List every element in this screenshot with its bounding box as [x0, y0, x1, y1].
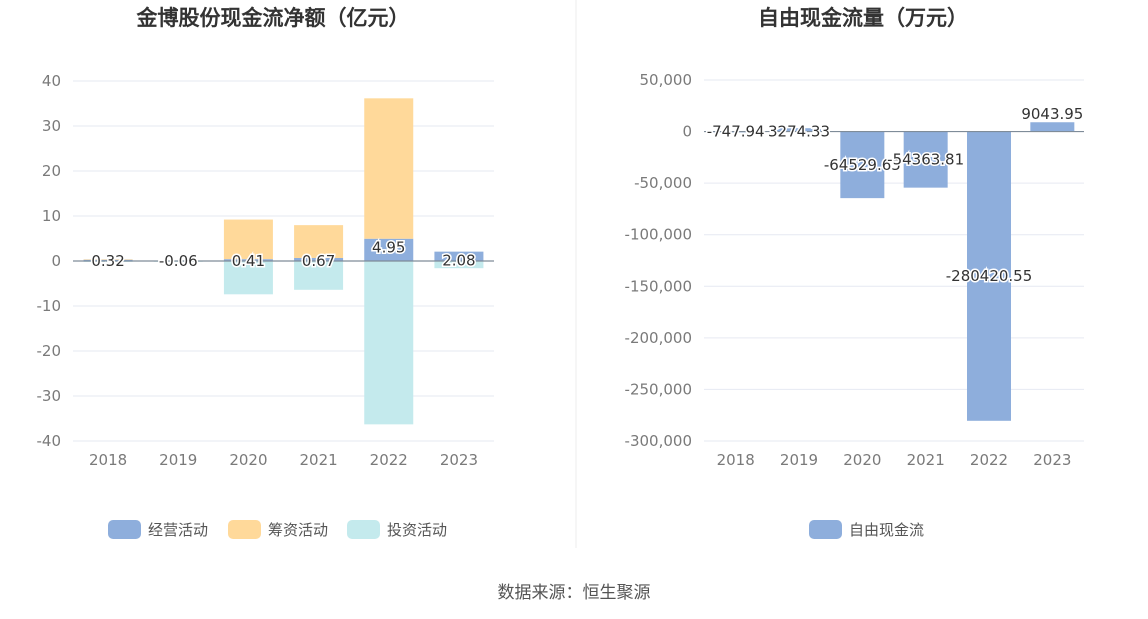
- x-tick-label: 2023: [440, 451, 478, 469]
- legend-item[interactable]: 投资活动: [347, 520, 447, 539]
- y-tick-label: -50,000: [634, 174, 692, 192]
- y-tick-label: -40: [37, 432, 62, 450]
- bar-financing: [83, 259, 133, 260]
- legend-item[interactable]: 自由现金流: [809, 520, 924, 539]
- legend-item[interactable]: 经营活动: [108, 520, 208, 539]
- y-tick-label: -250,000: [625, 380, 692, 398]
- data-label: 9043.95: [1021, 105, 1083, 123]
- y-tick-label: -300,000: [625, 432, 692, 450]
- bar-investing: [294, 261, 344, 290]
- x-tick-label: 2023: [1033, 451, 1071, 469]
- cash-flow-chart: 金博股份现金流净额（亿元） 40 30 20 10 0 -10 -20 -30 -40 2018 20…: [37, 6, 494, 539]
- y-tick-label: -150,000: [625, 277, 692, 295]
- y-tick-label: -30: [37, 387, 62, 405]
- bar-financing: [294, 225, 344, 258]
- bar-operating: [434, 251, 484, 261]
- x-tick-label: 2022: [370, 451, 408, 469]
- x-tick-label: 2019: [159, 451, 197, 469]
- chart-title: 金博股份现金流净额（亿元）: [136, 6, 410, 30]
- legend-swatch: [228, 520, 261, 539]
- bar-financing: [223, 219, 273, 260]
- x-tick-label: 2018: [89, 451, 127, 469]
- x-tick-label: 2020: [843, 451, 881, 469]
- legend-label: 投资活动: [387, 521, 447, 539]
- x-tick-label: 2022: [970, 451, 1008, 469]
- bar-free-cash-flow: [967, 131, 1011, 421]
- legend-swatch: [809, 520, 842, 539]
- legend-label: 自由现金流: [849, 521, 924, 539]
- source-note: 数据来源：恒生聚源: [498, 583, 651, 603]
- data-label: -0.06: [159, 252, 198, 270]
- bar-free-cash-flow: [903, 131, 948, 188]
- y-tick-label: 20: [42, 162, 61, 180]
- legend-label: 经营活动: [148, 521, 208, 539]
- chart-title: 自由现金流量（万元）: [758, 6, 968, 30]
- x-tick-label: 2019: [780, 451, 818, 469]
- data-label: 0.41: [232, 252, 265, 270]
- free-cash-flow-chart: 自由现金流量（万元） 50,000 0 -50,000 -100,000 -150,000…: [625, 6, 1085, 539]
- y-tick-label: -20: [37, 342, 62, 360]
- bar-investing: [364, 261, 414, 425]
- data-label: -747.94: [707, 123, 765, 141]
- y-tick-label: 50,000: [640, 71, 693, 89]
- bar-free-cash-flow: [777, 128, 821, 132]
- bar-operating: [223, 259, 273, 261]
- legend-item[interactable]: 筹资活动: [228, 520, 328, 539]
- y-tick-label: 30: [42, 117, 61, 135]
- bar-operating: [364, 238, 414, 261]
- y-tick-label: -200,000: [625, 329, 692, 347]
- bar-operating: [294, 257, 344, 261]
- legend-label: 筹资活动: [268, 521, 328, 539]
- bar-free-cash-flow: [1030, 122, 1075, 132]
- data-label: 2.08: [442, 252, 475, 270]
- legend-swatch: [347, 520, 380, 539]
- x-tick-label: 2021: [907, 451, 945, 469]
- y-tick-label: 40: [42, 72, 61, 90]
- y-tick-label: 0: [682, 123, 692, 141]
- x-tick-label: 2021: [299, 451, 337, 469]
- data-label: 3274.33: [768, 123, 830, 141]
- data-label: 4.95: [372, 239, 405, 257]
- data-label: -280420.55: [946, 267, 1033, 285]
- data-label: -54363.81: [887, 151, 964, 169]
- data-label: -64529.65: [824, 156, 901, 174]
- y-tick-label: 10: [42, 207, 61, 225]
- x-tick-label: 2018: [717, 451, 755, 469]
- y-tick-label: 0: [51, 252, 61, 270]
- bar-free-cash-flow: [840, 131, 885, 199]
- x-tick-label: 2020: [229, 451, 267, 469]
- data-label: 0.67: [302, 252, 335, 270]
- y-tick-label: -100,000: [625, 226, 692, 244]
- bar-financing: [364, 98, 414, 239]
- data-label: 0.32: [91, 252, 124, 270]
- y-tick-label: -10: [37, 297, 62, 315]
- bar-investing: [434, 261, 484, 269]
- bar-investing: [223, 261, 273, 295]
- legend-swatch: [108, 520, 141, 539]
- bar-operating: [83, 259, 133, 261]
